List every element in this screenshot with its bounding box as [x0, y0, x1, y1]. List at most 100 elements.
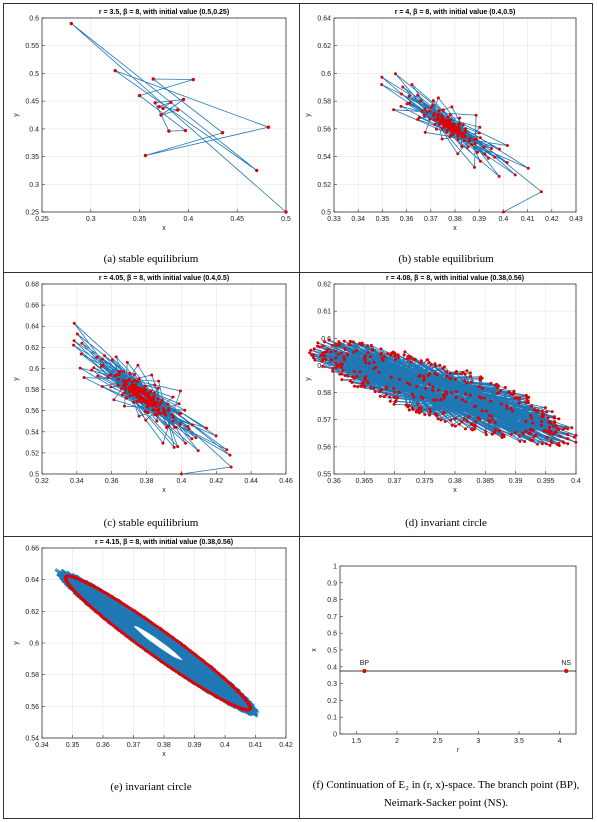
panel-d-point [351, 340, 355, 344]
panel-d-point [324, 358, 328, 362]
panel-a-point [167, 129, 171, 133]
panel-d-point [484, 409, 488, 413]
y-tick-label: 0.62 [25, 609, 39, 616]
panel-d-point [460, 420, 464, 424]
y-tick-label: 0.4 [327, 664, 337, 671]
panel-d-point [393, 400, 397, 404]
panel-c-point [150, 373, 154, 377]
panel-a-point [157, 104, 161, 109]
panel-b-point [478, 125, 482, 129]
panel-d-point [473, 405, 477, 409]
panel-d-point [529, 414, 533, 418]
panel-d-point [352, 384, 356, 388]
y-tick-label: 0.62 [317, 43, 331, 50]
panel-d-point [493, 420, 497, 424]
y-tick-label: 0.6 [321, 336, 331, 343]
panel-d-point [338, 372, 342, 376]
y-tick-label: 0.64 [25, 577, 39, 584]
x-tick-label: 0.37 [388, 478, 402, 485]
special-point-ns [564, 669, 569, 673]
y-tick-label: 0.6 [321, 71, 331, 78]
panel-c-point [144, 418, 148, 422]
panel-d-point [480, 386, 484, 390]
panel-d-point [407, 404, 411, 408]
x-tick-label: 0.38 [448, 478, 462, 485]
panel-d-point [474, 420, 478, 424]
panel-d-point [543, 406, 547, 410]
x-tick-label: 0.37 [424, 216, 438, 223]
special-point-label: BP [360, 660, 370, 667]
panel-e-point [150, 653, 154, 657]
panel-d-point [454, 390, 458, 394]
panel-d-point [337, 340, 341, 344]
panel-d-point [540, 442, 544, 446]
panel-b-point [420, 110, 424, 114]
panel-b-point [513, 173, 517, 177]
panel-e-point [152, 654, 156, 658]
panel-c-point [110, 358, 114, 362]
panel-d-point [352, 370, 356, 374]
panel-d-point [366, 344, 370, 348]
panel-d-point [563, 426, 567, 430]
y-tick-label: 0.58 [25, 387, 39, 394]
panel-d-point [468, 371, 472, 375]
panel-e-point [153, 623, 157, 627]
panel-b-point [474, 113, 478, 117]
panel-d-point [393, 353, 397, 357]
panel-d-point [535, 409, 539, 413]
panel-d-point [450, 391, 454, 395]
panel-b-point [475, 150, 479, 154]
panel-d-point [389, 375, 393, 379]
panel-e-point [164, 631, 168, 635]
panel-d-point [521, 431, 525, 435]
y-tick-label: 0.64 [317, 16, 331, 23]
panel-a-point [151, 77, 155, 81]
panel-d-point [565, 437, 569, 441]
panel-d-point [497, 429, 501, 433]
panel-b-point [443, 121, 447, 125]
panel-c-point [133, 379, 137, 383]
panel-c-point [196, 449, 200, 453]
panel-c-point [122, 369, 126, 373]
y-tick-label: 0.58 [317, 99, 331, 106]
panel-d-point [550, 441, 554, 445]
panel-c-point [156, 412, 160, 416]
panel-e-point [168, 634, 173, 638]
x-tick-label: 0.4 [177, 478, 187, 485]
y-tick-label: 0.66 [25, 546, 39, 553]
panel-b-point [417, 116, 421, 120]
panel-a-point [220, 131, 225, 135]
chart-e: r = 4.15, β = 8, with initial value (0.3… [13, 539, 293, 758]
panel-d-point [342, 356, 346, 360]
panel-c-point [134, 390, 138, 394]
y-tick-label: 0.35 [25, 154, 39, 161]
panel-a-point [113, 68, 117, 73]
panel-e-point [162, 629, 166, 633]
panel-c-point [125, 379, 129, 383]
panel-d-point [546, 416, 550, 420]
panel-d-point [540, 409, 544, 413]
panel-d-point [380, 356, 384, 360]
panel-d-point [566, 433, 570, 437]
panel-c-point [128, 394, 132, 398]
x-tick-label: 0.25 [35, 216, 49, 223]
panel-d-point [548, 443, 552, 447]
panel-c-point [122, 404, 126, 408]
panel-d-point [392, 387, 396, 391]
panel-e-point [159, 659, 163, 663]
panel-c-point [72, 321, 76, 325]
x-tick-label: 0.36 [400, 216, 414, 223]
panel-b-point [453, 128, 457, 132]
panel-d-point [459, 372, 463, 376]
panel-d-point [393, 351, 397, 355]
panel-d-point [526, 399, 530, 403]
y-tick-label: 0.5 [29, 472, 39, 479]
panel-d-point [442, 410, 446, 414]
panel-c-point [179, 411, 183, 415]
panel-c-point [161, 406, 165, 410]
panel-d-point [448, 371, 452, 375]
panel-d-point [471, 428, 475, 432]
panel-e-point [175, 639, 179, 643]
panel-d-point [407, 408, 411, 412]
panel-c-point [149, 389, 153, 393]
